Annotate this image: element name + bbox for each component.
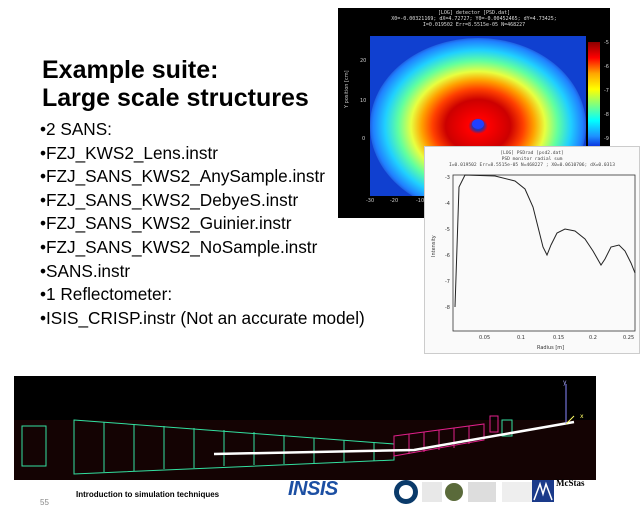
footer-text: Introduction to simulation techniques [76, 490, 220, 499]
slide-title: Example suite: Large scale structures [42, 56, 309, 112]
svg-text:-7: -7 [445, 279, 450, 285]
radial-sum-curve [454, 174, 636, 308]
axis-x-label: x [580, 413, 584, 420]
bullet-item: •FZJ_KWS2_Lens.instr [40, 142, 218, 163]
page-number: 55 [40, 498, 49, 507]
svg-text:-6: -6 [445, 253, 450, 259]
svg-text:0.2: 0.2 [589, 335, 597, 341]
bullet-item: •FZJ_SANS_KWS2_AnySample.instr [40, 166, 325, 187]
psi-logo [468, 482, 496, 502]
institution-seal [445, 483, 463, 501]
dtu-logo [422, 482, 442, 502]
bullet-item: •FZJ_SANS_KWS2_DebyeS.instr [40, 189, 299, 210]
instrument-geometry-view: y x [14, 376, 596, 480]
svg-text:0.25: 0.25 [623, 335, 634, 341]
title-line-2: Large scale structures [42, 84, 309, 112]
svg-text:0.1: 0.1 [517, 335, 525, 341]
bullet-item: •2 SANS: [40, 119, 112, 139]
lineplot-xlabel: Radius [m] [537, 345, 564, 351]
svg-text:0.05: 0.05 [479, 335, 490, 341]
svg-text:-8: -8 [445, 305, 450, 311]
radial-sum-plot: [LOG] PSDrad [psd2.dat] PSD monitor radi… [424, 146, 640, 354]
svg-text:-4: -4 [445, 201, 450, 207]
axis-y-label: y [563, 379, 567, 386]
lineplot-ylabel: Intensity [431, 235, 437, 257]
insis-logo: INSIS [288, 478, 338, 500]
svg-text:-3: -3 [445, 175, 450, 181]
title-line-1: Example suite: [42, 56, 219, 84]
svg-text:0.15: 0.15 [553, 335, 564, 341]
bullet-item: •ISIS_CRISP.instr (Not an accurate model… [40, 307, 365, 328]
lineplot-header: [LOG] PSDrad [psd2.dat] PSD monitor radi… [449, 151, 615, 168]
mcstas-icon [532, 480, 554, 502]
bullet-item: •FZJ_SANS_KWS2_Guinier.instr [40, 213, 292, 234]
bullet-item: •SANS.instr [40, 260, 131, 281]
bullet-item: •FZJ_SANS_KWS2_NoSample.instr [40, 236, 318, 257]
partner-logos [394, 480, 542, 504]
heatmap-header: [LOG] detector [PSD.dat] X0=-0.00321169;… [391, 10, 557, 28]
heatmap-colorbar [588, 42, 600, 152]
mcstas-logo: McStas [556, 478, 585, 488]
bullet-list: •2 SANS: •FZJ_KWS2_Lens.instr •FZJ_SANS_… [40, 118, 365, 330]
svg-text:-5: -5 [445, 227, 450, 233]
bullet-item: •1 Reflectometer: [40, 284, 173, 305]
heatmap-ylabel: Y position [cm] [344, 70, 350, 108]
